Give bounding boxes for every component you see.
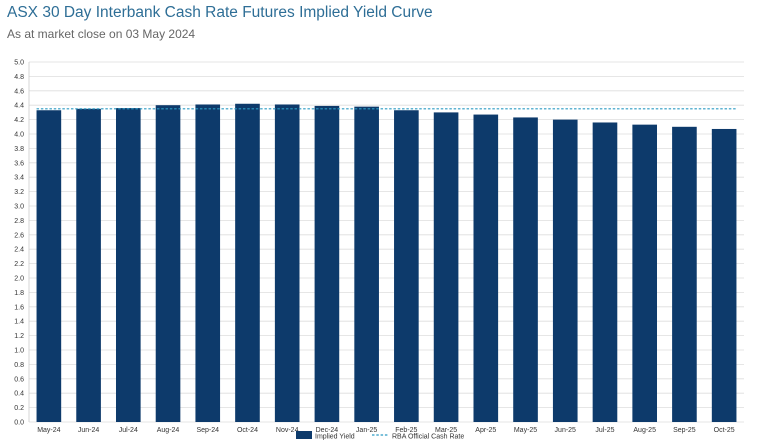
- x-tick-label: Sep-25: [673, 427, 696, 434]
- x-tick-label: Apr-25: [475, 427, 496, 434]
- x-tick-label: May-25: [514, 427, 537, 434]
- x-tick-label: Jun-24: [78, 427, 100, 434]
- y-tick-label: 3.4: [14, 175, 24, 182]
- x-tick-label: Aug-24: [157, 427, 180, 434]
- bar: [76, 108, 101, 423]
- x-tick-label: Feb-25: [395, 427, 417, 434]
- x-tick-label: Sep-24: [196, 427, 219, 434]
- x-tick-label: Jun-25: [555, 427, 577, 434]
- y-tick-label: 4.8: [14, 74, 24, 81]
- bar: [592, 122, 618, 422]
- x-tick-label: Jan-25: [356, 427, 378, 434]
- x-tick-label: Oct-24: [237, 427, 258, 434]
- y-tick-label: 3.8: [14, 146, 24, 153]
- bar: [314, 105, 340, 423]
- bar: [115, 108, 141, 422]
- y-tick-label: 2.4: [14, 247, 24, 254]
- y-tick-label: 1.6: [14, 304, 24, 311]
- x-axis-ticks: May-24 Jun-24 Jul-24 Aug-24 Sep-24 Oct-24 Nov-…: [37, 427, 735, 434]
- y-axis-ticks: 0.0 0.2 0.4 0.6 0.8 1.0 1.2 1.4 1.6 1.8 2.0 2.2 2.4 2…: [14, 60, 24, 427]
- y-tick-label: 2.2: [14, 261, 24, 268]
- y-tick-label: 3.0: [14, 204, 24, 211]
- bar: [36, 110, 62, 423]
- bar: [354, 106, 379, 422]
- y-tick-label: 0.8: [14, 362, 24, 369]
- bars: [36, 103, 737, 423]
- y-tick-label: 4.6: [14, 88, 24, 95]
- bar: [711, 128, 737, 422]
- y-tick-label: 4.0: [14, 132, 24, 139]
- bar: [274, 104, 300, 422]
- bar: [632, 124, 658, 422]
- x-tick-label: Aug-25: [633, 427, 656, 434]
- x-tick-label: Mar-25: [435, 427, 457, 434]
- gridlines: [28, 61, 744, 423]
- bar: [672, 126, 697, 423]
- y-tick-label: 1.8: [14, 290, 24, 297]
- x-tick-label: Nov-24: [276, 427, 299, 434]
- y-tick-label: 5.0: [14, 60, 24, 67]
- y-tick-label: 1.2: [14, 333, 24, 340]
- y-tick-label: 0.2: [14, 405, 24, 412]
- x-tick-label: Jul-25: [595, 427, 614, 434]
- x-tick-label: Oct-25: [714, 427, 735, 434]
- y-tick-label: 0.0: [14, 420, 24, 427]
- y-tick-label: 0.4: [14, 391, 24, 398]
- bar: [155, 105, 181, 422]
- y-tick-label: 2.0: [14, 276, 24, 283]
- bar: [513, 117, 538, 422]
- x-tick-label: Jul-24: [119, 427, 138, 434]
- y-tick-label: 2.6: [14, 232, 24, 239]
- legend-label-implied-yield: Implied Yield: [315, 434, 355, 441]
- bar: [394, 110, 419, 423]
- legend-label-rba-cash-rate: RBA Official Cash Rate: [392, 434, 464, 441]
- y-tick-label: 3.6: [14, 160, 24, 167]
- bar: [235, 103, 260, 422]
- bar: [433, 112, 459, 423]
- y-tick-label: 3.2: [14, 189, 24, 196]
- x-tick-label: Dec-24: [316, 427, 339, 434]
- bar: [552, 119, 578, 422]
- y-tick-label: 4.4: [14, 103, 24, 110]
- bar: [473, 114, 499, 422]
- y-tick-label: 4.2: [14, 117, 24, 124]
- y-tick-label: 1.0: [14, 348, 24, 355]
- x-tick-label: May-24: [37, 427, 60, 434]
- legend-swatch-implied-yield: [296, 431, 312, 439]
- y-tick-label: 0.6: [14, 376, 24, 383]
- bar: [195, 104, 221, 422]
- chart-subtitle: As at market close on 03 May 2024: [7, 27, 196, 41]
- y-tick-label: 2.8: [14, 218, 24, 225]
- y-tick-label: 1.4: [14, 319, 24, 326]
- chart-title: ASX 30 Day Interbank Cash Rate Futures I…: [7, 4, 433, 21]
- legend: Implied Yield RBA Official Cash Rate: [296, 431, 464, 441]
